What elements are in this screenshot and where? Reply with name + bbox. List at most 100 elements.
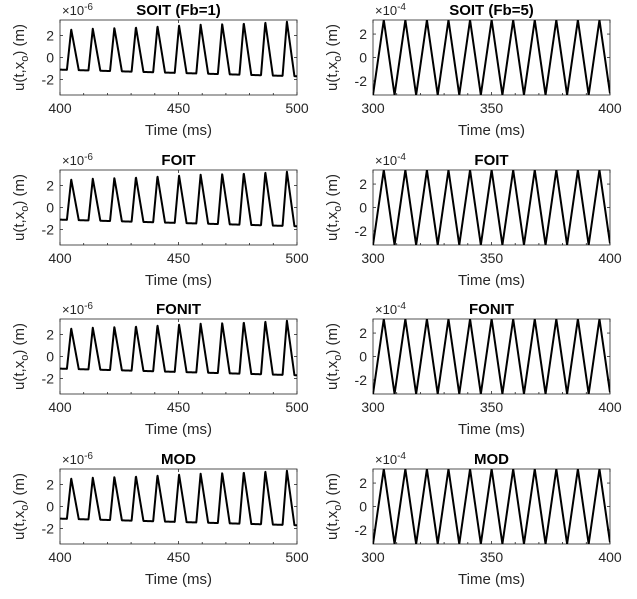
y-tick-label: 0 (359, 200, 367, 216)
y-label-part: ) (m) (324, 323, 341, 355)
chart-title: SOIT (Fb=1) (136, 2, 221, 19)
exponent-label: ×10-6 (62, 2, 93, 18)
y-tick-label: 0 (46, 499, 54, 515)
series-line (373, 319, 610, 394)
y-label-subscript: o (19, 505, 31, 511)
y-tick-label: 2 (359, 325, 367, 341)
series-line (373, 20, 610, 95)
y-tick-label: 2 (359, 176, 367, 192)
x-tick-label: 300 (361, 399, 385, 415)
plot-area (372, 468, 611, 545)
x-tick-label: 300 (361, 250, 385, 266)
exponent-base: ×10 (375, 3, 397, 18)
x-tick-label: 350 (480, 399, 504, 415)
x-tick-label: 300 (361, 549, 385, 565)
y-tick-label: 0 (46, 200, 54, 216)
exponent-label: ×10-6 (62, 152, 93, 168)
y-tick-label: -2 (355, 522, 368, 538)
y-tick-label: -2 (355, 73, 368, 89)
y-label-part: ) (m) (324, 473, 341, 505)
exponent-base: ×10 (62, 302, 84, 317)
series-line (60, 319, 297, 377)
exponent-power: -6 (84, 301, 93, 312)
x-axis-label: Time (ms) (458, 421, 525, 438)
subplot-6: FONIT ×10-4 300 350 400 2 0 -2 Time (ms) u(t,xo) … (324, 301, 622, 438)
x-tick-label: 300 (361, 100, 385, 116)
exponent-label: ×10-6 (62, 301, 93, 317)
series-line (373, 170, 610, 245)
chart-title: MOD (161, 451, 196, 468)
series-line (60, 20, 297, 78)
chart-title: FONIT (156, 301, 201, 318)
y-tick-label: 2 (46, 177, 54, 193)
exponent-power: -4 (397, 301, 406, 312)
y-tick-label: 2 (46, 27, 54, 43)
chart-title: SOIT (Fb=5) (449, 2, 534, 19)
y-tick-label: 0 (46, 50, 54, 66)
y-axis-label: u(t,xo) (m) (324, 24, 344, 91)
x-tick-label: 450 (167, 250, 191, 266)
x-axis-label: Time (ms) (145, 421, 212, 438)
exponent-label: ×10-4 (375, 301, 406, 317)
y-tick-label: 2 (46, 476, 54, 492)
y-tick-label: -2 (42, 521, 55, 537)
x-axis-label: Time (ms) (458, 272, 525, 289)
series-line (60, 170, 297, 228)
y-label-subscript: o (332, 505, 344, 511)
y-label-part: ) (m) (11, 323, 28, 355)
subplot-5: FONIT ×10-6 400 450 500 2 0 -2 Time (ms) u(t,xo) … (11, 301, 309, 438)
exponent-power: -4 (397, 451, 406, 462)
x-tick-label: 500 (285, 100, 309, 116)
y-tick-label: -2 (355, 223, 368, 239)
y-label-part: ) (m) (11, 473, 28, 505)
chart-title: FOIT (161, 152, 195, 169)
y-axis-label: u(t,xo) (m) (11, 174, 31, 241)
x-tick-label: 400 (48, 399, 72, 415)
x-tick-label: 500 (285, 549, 309, 565)
x-tick-label: 400 (48, 549, 72, 565)
x-tick-label: 500 (285, 250, 309, 266)
x-tick-label: 450 (167, 399, 191, 415)
subplot-8: MOD ×10-4 300 350 400 2 0 -2 Time (ms) u(t,xo) (m… (324, 451, 622, 588)
x-tick-label: 400 (598, 399, 622, 415)
series-line (373, 469, 610, 544)
y-axis-label: u(t,xo) (m) (324, 473, 344, 540)
exponent-base: ×10 (375, 153, 397, 168)
exponent-base: ×10 (62, 452, 84, 467)
x-tick-label: 400 (598, 250, 622, 266)
x-tick-label: 500 (285, 399, 309, 415)
y-label-part: ) (m) (11, 24, 28, 56)
plot-area (372, 19, 611, 96)
x-axis-label: Time (ms) (145, 122, 212, 139)
y-label-part: u(t,x (324, 61, 341, 91)
y-label-subscript: o (19, 206, 31, 212)
exponent-power: -4 (397, 152, 406, 163)
y-label-part: u(t,x (11, 211, 28, 241)
exponent-label: ×10-6 (62, 451, 93, 467)
x-tick-label: 400 (48, 250, 72, 266)
y-label-part: u(t,x (324, 360, 341, 390)
y-axis-label: u(t,xo) (m) (11, 473, 31, 540)
chart-title: MOD (474, 451, 509, 468)
exponent-power: -6 (84, 2, 93, 13)
x-tick-label: 350 (480, 100, 504, 116)
y-tick-label: 2 (359, 475, 367, 491)
y-tick-label: 0 (359, 499, 367, 515)
y-label-subscript: o (19, 355, 31, 361)
x-axis-label: Time (ms) (145, 272, 212, 289)
exponent-label: ×10-4 (375, 451, 406, 467)
subplot-7: MOD ×10-6 400 450 500 2 0 -2 Time (ms) u(t,xo) (m… (11, 451, 309, 588)
x-axis-label: Time (ms) (458, 571, 525, 588)
y-tick-label: -2 (42, 72, 55, 88)
y-label-subscript: o (332, 56, 344, 62)
exponent-power: -6 (84, 451, 93, 462)
chart-title: FONIT (469, 301, 514, 318)
exponent-power: -6 (84, 152, 93, 163)
exponent-base: ×10 (375, 452, 397, 467)
y-tick-label: 0 (359, 349, 367, 365)
y-label-part: u(t,x (324, 510, 341, 540)
subplot-3: FOIT ×10-6 400 450 500 2 0 -2 Time (ms) u(t,xo) (… (11, 152, 309, 289)
x-tick-label: 350 (480, 549, 504, 565)
y-label-part: u(t,x (11, 510, 28, 540)
